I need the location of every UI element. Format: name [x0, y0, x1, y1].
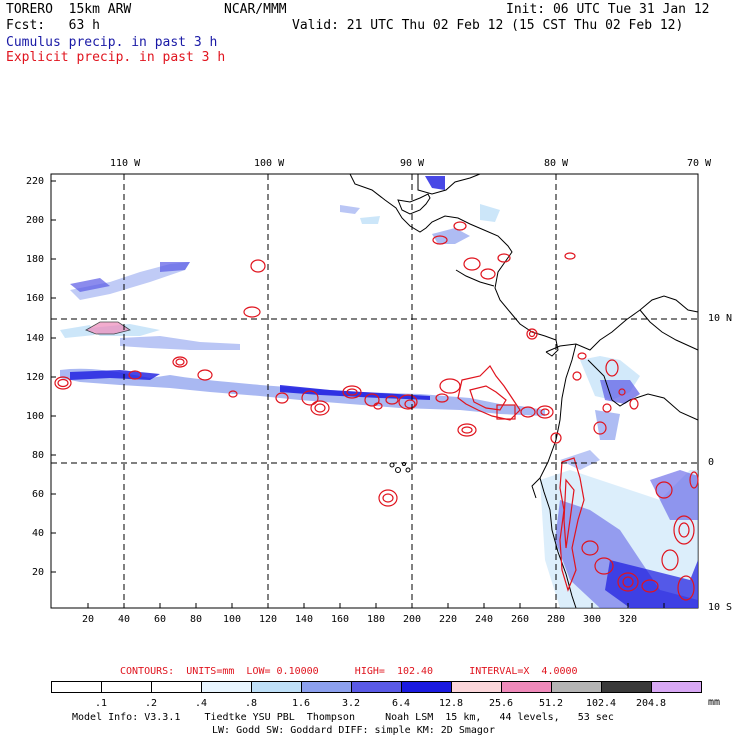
colorbar-swatch	[151, 681, 202, 693]
bottom-tick-label: 100	[223, 614, 242, 625]
left-tick-label: 80	[32, 450, 45, 461]
colorbar-label: 204.8	[635, 698, 667, 709]
galapagos-islands	[389, 462, 411, 473]
lat-lon-grid	[51, 174, 698, 608]
colorbar-swatch	[501, 681, 552, 693]
bottom-tick-label: 20	[82, 614, 95, 625]
lon-label-100w: 100 W	[254, 158, 285, 169]
colorbar-swatch	[101, 681, 152, 693]
colorbar-swatch	[451, 681, 502, 693]
colorbar-label: 12.8	[438, 698, 464, 709]
bottom-tick-label: 320	[619, 614, 638, 625]
model-info: Model Info: V3.3.1 Tiedtke YSU PBL Thomp…	[72, 712, 614, 723]
left-tick-label: 180	[26, 254, 45, 265]
init-time: Init: 06 UTC Tue 31 Jan 12	[506, 2, 710, 17]
colorbar-swatch	[651, 681, 702, 693]
colorbar-units: mm	[708, 697, 721, 708]
colorbar-label: 25.6	[488, 698, 514, 709]
left-tick-label: 120	[26, 372, 45, 383]
cumulus-precip-areas	[60, 176, 698, 608]
colorbar-swatch	[401, 681, 452, 693]
left-tick-label: 100	[26, 411, 45, 422]
left-tick-label: 20	[32, 567, 45, 578]
colorbar-label: 102.4	[585, 698, 617, 709]
colorbar-swatch	[201, 681, 252, 693]
bottom-tick-label: 240	[475, 614, 494, 625]
colorbar-label: 51.2	[538, 698, 564, 709]
colorbar-swatch	[601, 681, 652, 693]
bottom-tick-label: 180	[367, 614, 386, 625]
colorbar-swatch	[51, 681, 102, 693]
colorbar-swatch	[351, 681, 402, 693]
lon-label-90w: 90 W	[400, 158, 425, 169]
colorbar-label: .4	[194, 698, 208, 709]
left-tick-label: 160	[26, 293, 45, 304]
colorbar-label: 1.6	[291, 698, 311, 709]
colorbar-label: .8	[244, 698, 258, 709]
colorbar-label: .2	[144, 698, 158, 709]
left-tick-label: 200	[26, 215, 45, 226]
lat-label-0: 0	[708, 457, 715, 468]
cumulus-legend-label: Cumulus precip. in past 3 h	[6, 35, 218, 50]
lat-label-10s: 10 S	[708, 602, 733, 613]
valid-time: Valid: 21 UTC Thu 02 Feb 12 (15 CST Thu …	[292, 18, 684, 33]
coastline	[349, 173, 699, 609]
colorbar-label: 3.2	[341, 698, 361, 709]
colorbar-label: .1	[94, 698, 108, 709]
left-tick-label: 60	[32, 489, 45, 500]
colorbar-label: 6.4	[391, 698, 411, 709]
bottom-tick-label: 60	[154, 614, 167, 625]
bottom-tick-label: 160	[331, 614, 350, 625]
lon-label-110w: 110 W	[110, 158, 141, 169]
lat-label-10n: 10 N	[708, 313, 733, 324]
bottom-tick-label: 200	[403, 614, 422, 625]
colorbar-swatch	[551, 681, 602, 693]
model-title: TORERO 15km ARW	[6, 2, 132, 17]
organization-label: NCAR/MMM	[224, 2, 287, 17]
explicit-precip-contours	[54, 221, 699, 601]
explicit-legend-label: Explicit precip. in past 3 h	[6, 50, 226, 65]
left-axis-ticks	[51, 180, 56, 573]
lon-label-70w: 70 W	[687, 158, 712, 169]
colorbar-swatch	[251, 681, 302, 693]
physics-info: LW: Godd SW: Goddard DIFF: simple KM: 2D…	[212, 725, 495, 736]
map-frame	[50, 173, 699, 609]
bottom-tick-label: 120	[259, 614, 278, 625]
bottom-tick-label: 140	[295, 614, 314, 625]
bottom-axis-ticks	[87, 603, 665, 608]
lon-label-80w: 80 W	[544, 158, 569, 169]
bottom-tick-label: 220	[439, 614, 458, 625]
left-tick-label: 40	[32, 528, 45, 539]
colorbar-swatch	[301, 681, 352, 693]
forecast-hour: Fcst: 63 h	[6, 18, 100, 33]
bottom-tick-label: 260	[511, 614, 530, 625]
left-tick-label: 220	[26, 176, 45, 187]
bottom-tick-label: 300	[583, 614, 602, 625]
contours-info: CONTOURS: UNITS=mm LOW= 0.10000 HIGH= 10…	[120, 666, 578, 677]
left-tick-label: 140	[26, 333, 45, 344]
bottom-tick-label: 280	[547, 614, 566, 625]
heavy-precip-area	[85, 321, 131, 335]
bottom-tick-label: 40	[118, 614, 131, 625]
bottom-tick-label: 80	[190, 614, 203, 625]
